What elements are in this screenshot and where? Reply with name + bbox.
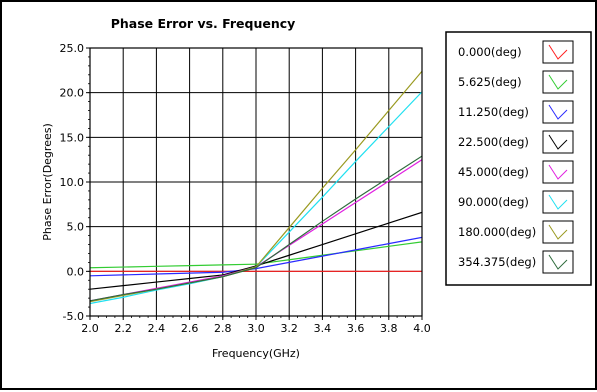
legend-label: 180.000(deg) (458, 225, 536, 239)
grid (89, 47, 423, 317)
legend-swatch-line (548, 254, 568, 270)
y-tick-label: 25.0 (60, 42, 85, 55)
x-tick-label: 2.6 (181, 322, 199, 335)
plot-area (89, 47, 423, 317)
legend-label: 22.500(deg) (458, 135, 529, 149)
series-lines (90, 70, 422, 305)
x-tick-label: 3.8 (380, 322, 398, 335)
y-tick-label: 0.0 (67, 265, 85, 278)
legend-label: 11.250(deg) (458, 105, 529, 119)
y-tick-label: 5.0 (67, 221, 85, 234)
y-axis-label: Phase Error(Degrees) (41, 123, 54, 241)
y-tick-label: 15.0 (60, 131, 85, 144)
x-tick-label: 3.0 (247, 322, 265, 335)
x-tick-label: 4.0 (413, 322, 431, 335)
y-tick-label: -5.0 (63, 310, 84, 323)
legend-swatch-line (548, 74, 568, 90)
x-tick-label: 2.8 (214, 322, 232, 335)
legend-swatch-line (548, 164, 568, 180)
chart-title: Phase Error vs. Frequency (111, 16, 296, 31)
legend-label: 90.000(deg) (458, 195, 529, 209)
legend-swatch-line (548, 104, 568, 120)
x-axis-ticks: 2.0 2.2 2.4 2.6 2.8 3.0 3.2 3.4 3.6 3.8 4.0 (81, 316, 431, 335)
legend-swatch-line (548, 44, 568, 60)
legend-label: 0.000(deg) (458, 45, 522, 59)
legend: 0.000(deg) 5.625(deg) 11.250(deg) 22.500(de… (458, 40, 574, 274)
x-tick-label: 2.4 (148, 322, 166, 335)
y-tick-label: 20.0 (60, 87, 85, 100)
legend-swatch-line (548, 194, 568, 210)
x-tick-label: 3.6 (347, 322, 365, 335)
series-line-1 (90, 241, 422, 269)
legend-swatch-line (548, 134, 568, 150)
x-tick-label: 2.2 (114, 322, 132, 335)
y-tick-label: 10.0 (60, 176, 85, 189)
legend-box (445, 31, 592, 286)
legend-label: 354.375(deg) (458, 255, 536, 269)
x-tick-label: 3.2 (280, 322, 298, 335)
x-axis-label: Frequency(GHz) (212, 347, 300, 360)
legend-label: 5.625(deg) (458, 75, 522, 89)
legend-swatch-line (548, 224, 568, 240)
y-axis-ticks: -5.0 0.0 5.0 10.0 15.0 20.0 25.0 (60, 42, 90, 323)
series-line-2 (90, 236, 422, 277)
series-line-7 (90, 155, 422, 302)
x-tick-label: 2.0 (81, 322, 99, 335)
x-tick-label: 3.4 (314, 322, 332, 335)
legend-label: 45.000(deg) (458, 165, 529, 179)
